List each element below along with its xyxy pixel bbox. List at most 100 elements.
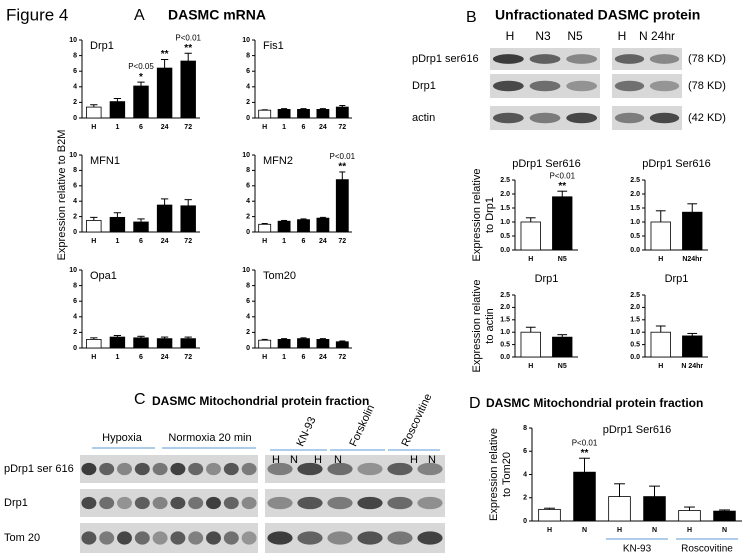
x-tick-label: N 24hr <box>681 363 703 370</box>
chart-title: pDrp1 Ser616 <box>603 424 672 436</box>
bar <box>133 337 149 349</box>
bar <box>297 219 310 233</box>
blot-band <box>267 496 293 510</box>
y-tick-label: 8 <box>73 167 77 174</box>
bar <box>650 221 671 251</box>
bar <box>133 85 149 119</box>
y-tick-label: 0.5 <box>500 341 510 348</box>
blot-band <box>223 462 239 476</box>
y-axis-label: to Drp1 <box>484 197 496 233</box>
bar <box>180 338 196 349</box>
lane-label: N5 <box>567 29 583 43</box>
bar <box>316 339 330 349</box>
y-tick-label: 4 <box>246 314 250 321</box>
bar <box>133 221 149 233</box>
y-tick-label: 2.5 <box>500 292 510 299</box>
blot-band <box>81 496 97 510</box>
bar <box>109 216 126 233</box>
x-tick-label: 1 <box>282 354 286 361</box>
y-tick-label: 0.0 <box>500 247 510 254</box>
blot-band <box>327 531 353 545</box>
bar <box>180 205 196 233</box>
y-tick-label: 8 <box>246 52 250 59</box>
group-label: Hypoxia <box>102 432 143 444</box>
lane-label: H <box>272 454 280 466</box>
blot-band <box>417 531 443 545</box>
x-tick-label: 24 <box>161 124 169 131</box>
bar <box>552 336 573 358</box>
x-tick-label: 72 <box>184 354 192 361</box>
blot-band <box>134 531 150 545</box>
blot-row-label: Drp1 <box>412 80 436 92</box>
y-tick-label: 2 <box>523 495 527 502</box>
x-tick-label: 24 <box>161 354 169 361</box>
group-label: KN-93 <box>623 544 652 555</box>
blot-band <box>99 496 115 510</box>
molecular-weight: (42 KD) <box>688 112 726 124</box>
bar <box>258 223 272 233</box>
bar <box>520 221 541 251</box>
chart-title: Opa1 <box>90 270 117 282</box>
bar <box>258 339 272 349</box>
y-tick-label: 6 <box>246 183 250 190</box>
x-tick-label: H <box>687 527 692 534</box>
y-tick-label: 2.5 <box>630 292 640 299</box>
x-tick-label: H <box>547 527 552 534</box>
chart-title: Drp1 <box>665 273 689 285</box>
blot-band <box>492 80 524 92</box>
chart-title: Fis1 <box>263 40 284 52</box>
annotation: ** <box>581 448 589 459</box>
y-axis-label: to Tom20 <box>501 452 513 497</box>
figure-label: Figure 4 <box>6 5 68 24</box>
x-tick-label: 24 <box>161 238 169 245</box>
chart-title: MFN1 <box>90 155 120 167</box>
bar <box>335 341 349 349</box>
x-tick-label: H <box>262 238 267 245</box>
bar <box>277 109 291 119</box>
y-tick-label: 6 <box>246 298 250 305</box>
bar <box>156 338 173 349</box>
annotation: * <box>139 72 143 83</box>
chart-title: Tom20 <box>263 270 296 282</box>
bar <box>538 508 561 522</box>
blot <box>265 455 445 483</box>
y-tick-label: 4 <box>246 198 250 205</box>
annotation: ** <box>161 49 169 60</box>
bar <box>277 339 291 349</box>
blot-row-label: Tom 20 <box>4 532 40 544</box>
x-tick-label: H <box>262 354 267 361</box>
x-tick-label: N5 <box>558 363 567 370</box>
blot-band <box>81 462 97 476</box>
blot-band <box>134 462 150 476</box>
y-tick-label: 1.0 <box>500 219 510 226</box>
x-tick-label: 6 <box>139 354 143 361</box>
y-tick-label: 6 <box>73 68 77 75</box>
bar <box>258 109 272 119</box>
y-tick-label: 2 <box>73 213 77 220</box>
blot-band <box>223 496 239 510</box>
bar <box>678 510 701 522</box>
y-tick-label: 2 <box>246 213 250 220</box>
bar <box>643 496 666 522</box>
y-tick-label: 1.5 <box>630 317 640 324</box>
blot-band <box>170 462 186 476</box>
x-tick-label: N <box>582 527 587 534</box>
y-tick-label: 6 <box>73 183 77 190</box>
blot-band <box>206 496 221 510</box>
blot-band <box>566 80 598 92</box>
bar <box>520 331 541 358</box>
lane-label: H <box>506 29 515 43</box>
panel-title: Unfractionated DASMC protein <box>495 7 700 23</box>
lane-label: N <box>334 454 342 466</box>
blot-band <box>267 462 293 476</box>
blot-band <box>327 496 353 510</box>
y-tick-label: 1.0 <box>630 219 640 226</box>
annotation: P<0.01 <box>549 171 575 180</box>
blot-band <box>99 531 115 545</box>
bar <box>86 220 102 233</box>
annotation: ** <box>184 43 192 54</box>
y-tick-label: 1.0 <box>630 329 640 336</box>
x-tick-label: H <box>528 363 533 370</box>
blot-band <box>241 496 257 510</box>
y-tick-label: 0.0 <box>630 247 640 254</box>
